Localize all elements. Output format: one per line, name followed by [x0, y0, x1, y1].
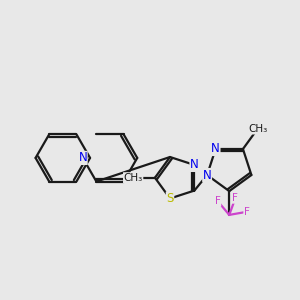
Text: CH₃: CH₃: [124, 173, 143, 183]
Text: N: N: [78, 152, 87, 164]
Text: F: F: [244, 207, 250, 217]
Text: S: S: [166, 192, 174, 205]
Text: CH₃: CH₃: [248, 124, 267, 134]
Text: N: N: [190, 158, 199, 171]
Text: F: F: [215, 196, 221, 206]
Text: N: N: [203, 169, 212, 182]
Text: N: N: [211, 142, 220, 155]
Text: F: F: [232, 193, 238, 203]
